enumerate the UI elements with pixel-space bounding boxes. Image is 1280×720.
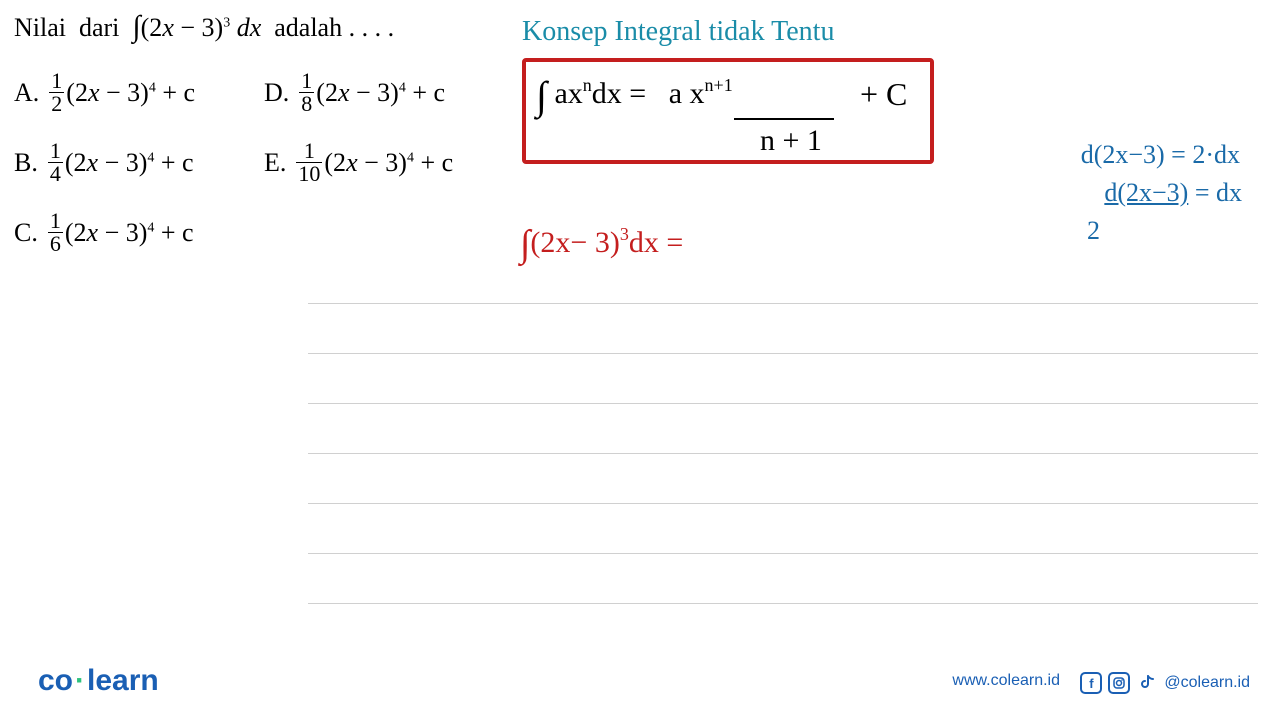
formula-rhs-num: a x [669,77,705,110]
website-url: www.colearn.id [952,672,1060,690]
opt-b-den: 4 [48,162,63,185]
option-e-label: E. [264,148,286,178]
footer: co·learn www.colearn.id f @colearn.id [0,664,1280,704]
expr-open: (2 [141,13,163,42]
option-a-label: A. [14,78,39,108]
ruled-line [308,503,1258,504]
option-d: D. 18 (2x − 3)4 + c [264,70,445,115]
opt-e-tail: + c [414,148,453,177]
social-handle: @colearn.id [1164,674,1250,692]
concept-title: Konsep Integral tidak Tentu [522,16,834,48]
opt-b-mid: − 3) [98,148,147,177]
opt-d-tail: + c [406,78,445,107]
ruled-line [308,603,1258,604]
formula-plus-c: + C [860,76,907,113]
opt-e-den: 10 [296,162,322,185]
option-c-label: C. [14,218,38,248]
blue-note-2-num: d(2x−3) [1104,178,1188,207]
dx-d: d [230,13,250,42]
opt-e-mid: − 3) [358,148,407,177]
opt-d-pow: 4 [399,80,406,95]
formula-n: n [583,75,592,95]
option-e: E. 110 (2x − 3)4 + c [264,140,453,185]
opt-a-mid: − 3) [100,78,149,107]
red-int-open: (2x− 3) [530,226,619,259]
option-a: A. 12 (2x − 3)4 + c [14,70,195,115]
ruled-line [308,453,1258,454]
blue-note-2: d(2x−3) = dx [1104,178,1242,208]
blue-note-2-eq: = dx [1188,178,1242,207]
opt-c-x: x [87,218,99,247]
red-int-sign: ∫ [520,223,530,265]
option-d-label: D. [264,78,289,108]
opt-c-tail: + c [154,218,193,247]
blue-note-2-den: 2 [1087,216,1100,246]
facebook-icon: f [1080,672,1102,694]
opt-d-num: 1 [299,70,314,92]
option-b-label: B. [14,148,38,178]
opt-a-open: (2 [66,78,88,107]
opt-c-den: 6 [48,232,63,255]
opt-c-mid: − 3) [98,218,147,247]
ruled-line [308,353,1258,354]
formula-denom: n + 1 [760,124,822,158]
opt-e-x: x [346,148,358,177]
red-integral-expr: ∫(2x− 3)3dx = [520,218,683,262]
opt-a-den: 2 [49,92,64,115]
opt-d-mid: − 3) [350,78,399,107]
option-b: B. 14 (2x − 3)4 + c [14,140,194,185]
social-row: f @colearn.id [1080,672,1250,694]
opt-a-tail: + c [156,78,195,107]
opt-d-den: 8 [299,92,314,115]
opt-b-open: (2 [65,148,87,177]
dx-x: x [250,13,262,42]
opt-e-pow: 4 [407,150,414,165]
question-text: Nilai dari ∫(2x − 3)3 dx adalah . . . . [14,10,394,44]
opt-a-x: x [88,78,100,107]
logo-learn: learn [87,664,159,697]
opt-b-num: 1 [48,140,63,162]
ruled-line [308,553,1258,554]
formula-int: ∫ [536,73,547,118]
opt-b-x: x [87,148,99,177]
formula-frac-line [734,118,834,120]
colearn-logo: co·learn [38,664,159,698]
formula-ax: ax [547,77,583,110]
ruled-line [308,303,1258,304]
x-var: x [162,13,174,42]
opt-c-open: (2 [65,218,87,247]
opt-c-num: 1 [48,210,63,232]
formula-rhs-sup: n+1 [705,75,733,95]
ruled-line [308,403,1258,404]
opt-a-pow: 4 [149,80,156,95]
instagram-icon [1108,672,1130,694]
formula-dx: dx = [592,77,654,110]
integral-sign: ∫ [132,10,140,43]
formula-lhs: ∫ axndx = a xn+1 [536,66,733,113]
opt-d-open: (2 [316,78,338,107]
question-prefix: Nilai dari [14,13,132,42]
logo-dot: · [75,664,85,697]
red-int-pow: 3 [620,224,629,244]
question-suffix: adalah . . . . [261,13,394,42]
opt-e-open: (2 [324,148,346,177]
opt-d-x: x [338,78,350,107]
opt-e-num: 1 [302,140,317,162]
expr-mid: − 3) [174,13,223,42]
red-int-tail: dx = [629,226,683,259]
logo-co: co [38,664,73,697]
tiktok-icon [1136,672,1158,694]
opt-a-num: 1 [49,70,64,92]
blue-note-1: d(2x−3) = 2·dx [1081,140,1240,170]
option-c: C. 16 (2x − 3)4 + c [14,210,194,255]
opt-b-tail: + c [154,148,193,177]
